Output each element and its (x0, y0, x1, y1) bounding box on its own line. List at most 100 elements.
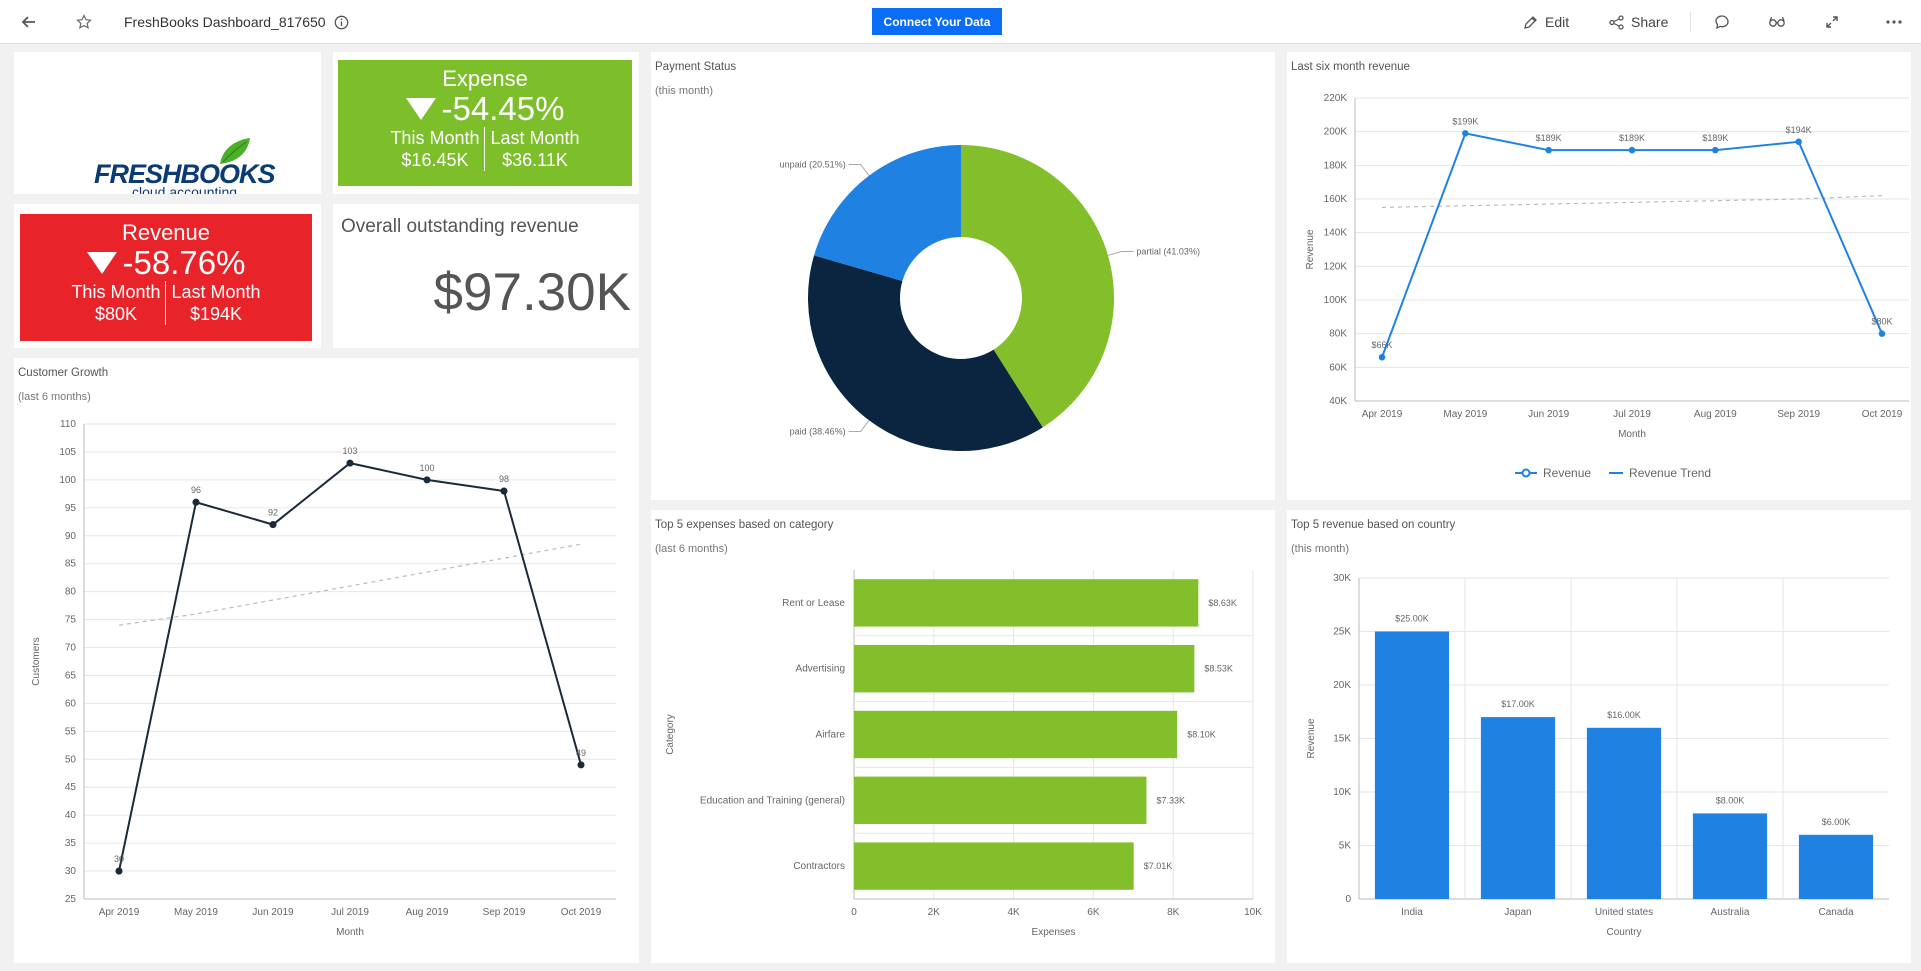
data-label: $25.00K (1395, 614, 1429, 624)
x-tick-label: Oct 2019 (1862, 409, 1903, 420)
x-axis-title: Month (1618, 429, 1646, 440)
more-horizontal-icon (1886, 20, 1902, 24)
x-tick-label: Jun 2019 (252, 907, 294, 918)
expense-this-month-label: This Month (390, 128, 480, 148)
data-point (192, 498, 200, 506)
edit-button[interactable]: Edit (1523, 10, 1569, 34)
x-tick-label: Jul 2019 (331, 907, 369, 918)
share-label: Share (1631, 14, 1669, 30)
y-tick-label: 105 (59, 447, 76, 458)
more-options-button[interactable] (1886, 10, 1902, 34)
expense-title: Expense (442, 66, 528, 91)
revenue-last-month-value: $194K (189, 304, 243, 324)
x-tick-label: United states (1595, 907, 1653, 918)
pie-slice-label: partial (41.03%) (1136, 247, 1200, 257)
pie-slice-label: unpaid (20.51%) (780, 159, 846, 169)
pie-leader-line (1107, 251, 1134, 256)
top-revenue-country-chart: 0 5K 10K 15K 20K 25K 30K India $25.00K Japan $17.0… (1306, 573, 1889, 938)
data-label: $189K (1702, 133, 1728, 143)
bar (1586, 727, 1662, 899)
top-expenses-subtitle: (last 6 months) (655, 543, 728, 555)
trend-line (1381, 195, 1883, 209)
leaf-icon (220, 138, 250, 164)
trend-line (118, 543, 582, 626)
x-tick-label: Sep 2019 (1777, 409, 1820, 420)
pencil-icon (1524, 15, 1537, 29)
share-button[interactable]: Share (1609, 10, 1668, 34)
expense-this-month-value: $16.45K (401, 150, 469, 170)
data-label: $194K (1786, 125, 1812, 135)
y-tick-label: 160K (1324, 194, 1348, 205)
x-tick-label: Japan (1504, 907, 1531, 918)
data-label: 98 (499, 474, 509, 484)
y-tick-label: 60K (1329, 362, 1347, 373)
y-tick-label: 15K (1333, 734, 1351, 745)
data-label: $8.53K (1204, 664, 1233, 674)
favorite-button[interactable] (76, 10, 92, 34)
bar (1480, 717, 1556, 899)
y-tick-label: 40K (1329, 396, 1347, 407)
legend-trend-label: Revenue Trend (1629, 466, 1712, 480)
y-tick-label: 45 (65, 782, 77, 793)
presentation-mode-button[interactable] (1768, 10, 1786, 34)
y-axis-title: Revenue (1305, 229, 1316, 269)
expense-kpi-tile: Expense -54.45% This Month $16.45K Last … (333, 52, 639, 194)
data-label: 103 (342, 446, 357, 456)
y-tick-label: 30 (65, 866, 77, 877)
revenue-this-month: This Month $80K (66, 281, 165, 325)
logo-wordmark: FRESHBOOKS (94, 159, 276, 189)
y-tick-label: 25K (1333, 627, 1351, 638)
pie-leader-line (848, 419, 870, 432)
down-triangle-icon (405, 98, 436, 120)
back-button[interactable] (20, 10, 38, 34)
y-tick-label: 110 (60, 419, 76, 430)
logo-tile: FRESHBOOKS cloud accounting (14, 52, 321, 200)
data-point (1878, 330, 1886, 337)
bar (854, 579, 1199, 627)
expense-change: -54.45% (338, 91, 632, 127)
data-label: $189K (1619, 133, 1645, 143)
data-label: $16.00K (1607, 710, 1641, 720)
y-tick-label: 85 (65, 559, 77, 570)
y-axis-title: Customers (31, 637, 42, 685)
y-tick-label: 200K (1324, 127, 1348, 138)
fullscreen-button[interactable] (1825, 10, 1839, 34)
comment-icon (1715, 15, 1729, 30)
revenue-kpi-panel: Revenue -58.76% This Month $80K Last Mon… (20, 214, 312, 341)
bar (1374, 631, 1450, 899)
outstanding-revenue-tile: Overall outstanding revenue $97.30K (333, 204, 639, 348)
data-point (500, 487, 508, 495)
legend-revenue-label: Revenue (1543, 466, 1592, 480)
y-tick-label: 120K (1324, 261, 1348, 272)
revenue-kpi-tile: Revenue -58.76% This Month $80K Last Mon… (14, 204, 321, 348)
info-button[interactable] (334, 10, 349, 34)
data-label: $7.01K (1144, 861, 1173, 871)
data-label: $8.63K (1208, 598, 1237, 608)
data-label: 30 (114, 854, 124, 864)
x-tick-label: 0 (851, 907, 857, 918)
comments-button[interactable] (1714, 10, 1730, 34)
y-axis-title: Category (665, 714, 676, 755)
six-month-revenue-tile: Last six month revenue 40K 60K 80K 100K 120K… (1287, 52, 1911, 500)
connect-your-data-button[interactable]: Connect Your Data (872, 8, 1002, 35)
x-tick-label: Apr 2019 (99, 907, 140, 918)
data-point (346, 459, 354, 467)
y-tick-label: Education and Training (general) (700, 795, 845, 806)
y-tick-label: 80 (65, 587, 77, 598)
six-month-revenue-legend: Revenue Revenue Trend (1515, 466, 1711, 480)
pie-leader-line (848, 163, 870, 176)
pie-slice (814, 145, 961, 282)
data-point (1795, 138, 1802, 146)
outstanding-value: $97.30K (433, 263, 631, 322)
customer-growth-title: Customer Growth (18, 367, 109, 379)
revenue-this-month-label: This Month (71, 282, 161, 302)
bar (1692, 813, 1768, 899)
legend-revenue-swatch (1515, 468, 1537, 478)
y-tick-label: 220K (1324, 93, 1348, 104)
x-tick-label: Canada (1818, 907, 1853, 918)
y-tick-label: 50 (65, 754, 77, 765)
x-axis-title: Country (1606, 927, 1641, 938)
x-tick-label: Sep 2019 (483, 907, 526, 918)
bar (1798, 834, 1874, 899)
x-tick-label: Apr 2019 (1362, 409, 1403, 420)
